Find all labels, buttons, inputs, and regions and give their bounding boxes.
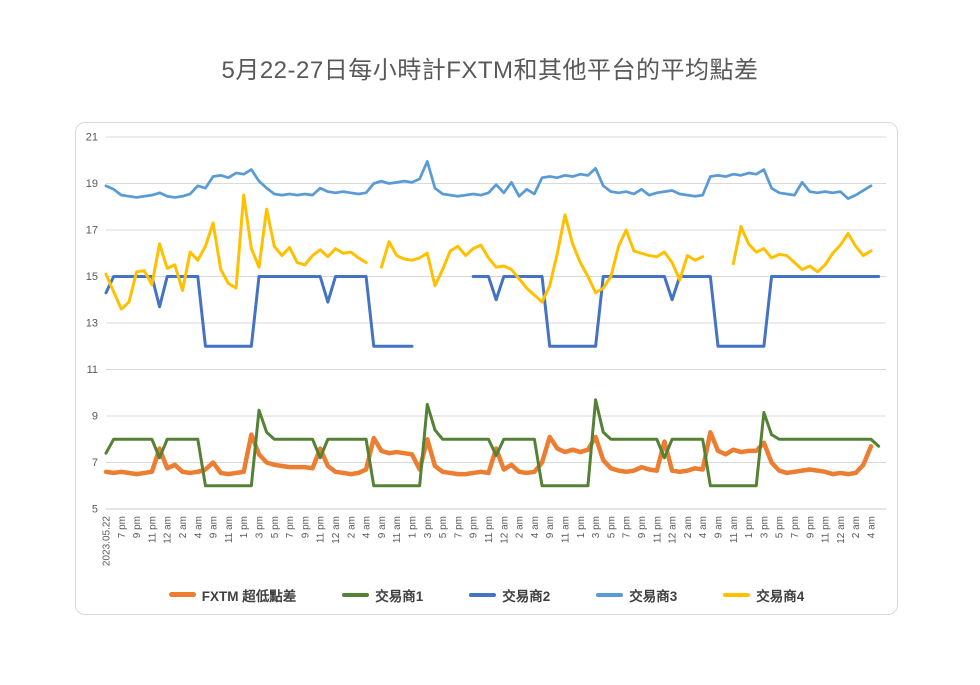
legend-item-broker1: 交易商1 [342, 585, 423, 605]
x-tick-label-12: 7 pm [285, 516, 296, 538]
x-tick-label-50: 4 am [867, 516, 878, 538]
x-tick-label-23: 7 pm [453, 516, 464, 538]
x-tick-label-11: 5 pm [270, 516, 281, 538]
x-tick-label-44: 5 pm [775, 516, 786, 538]
x-tick-label-8: 11 am [224, 516, 235, 543]
x-tick-label-41: 11 am [729, 516, 740, 543]
series-line-4 [379, 213, 705, 304]
x-tick-label-34: 7 pm [622, 516, 633, 538]
legend-label-fxtm: FXTM 超低點差 [201, 588, 297, 604]
y-tick-label-9: 9 [92, 411, 98, 423]
broker4-line-swatch [723, 592, 751, 597]
series-line-4 [731, 225, 873, 274]
chart-title: 5月22-27日每小時計FXTM和其他平台的平均點差 [221, 57, 759, 84]
x-tick-label-30: 11 am [561, 516, 572, 543]
broker3-line-swatch [596, 592, 624, 597]
y-tick-label-21: 21 [86, 132, 98, 144]
fxtm-line-swatch [168, 592, 196, 597]
x-tick-label-3: 11 pm [147, 516, 158, 543]
series-line-2 [104, 275, 414, 348]
legend-label-broker3: 交易商3 [629, 588, 678, 604]
x-tick-label-45: 7 pm [790, 516, 801, 538]
x-tick-label-33: 5 pm [606, 516, 617, 538]
x-tick-label-37: 12 am [668, 516, 679, 544]
x-tick-label-4: 12 am [163, 516, 174, 544]
x-tick-label-24: 9 pm [469, 516, 480, 538]
x-tick-label-1: 7 pm [117, 516, 128, 538]
x-tick-label-31: 1 pm [576, 516, 587, 538]
x-tick-label-35: 9 pm [637, 516, 648, 538]
x-tick-label-49: 2 am [851, 516, 862, 538]
legend-item-broker4: 交易商4 [723, 585, 804, 605]
x-tick-label-25: 11 pm [484, 516, 495, 543]
x-tick-label-13: 9 pm [300, 516, 311, 538]
broker2-line-swatch [469, 592, 497, 597]
x-tick-label-28: 4 am [530, 516, 541, 538]
x-tick-label-15: 12 am [331, 516, 342, 544]
x-tick-label-47: 11 pm [821, 516, 832, 543]
x-tick-label-38: 2 am [683, 516, 694, 538]
legend: FXTM 超低點差 交易商1 交易商2 交易商3 交易商4 [76, 575, 897, 614]
x-tick-label-29: 9 am [545, 516, 556, 538]
x-tick-label-40: 9 am [714, 516, 725, 538]
x-tick-label-19: 11 am [392, 516, 403, 543]
y-tick-label-11: 11 [87, 364, 98, 376]
legend-label-broker2: 交易商2 [502, 588, 551, 604]
y-tick-label-15: 15 [86, 271, 98, 283]
x-tick-label-27: 2 am [515, 516, 526, 538]
series-line-0 [103, 430, 874, 477]
legend-item-fxtm: FXTM 超低點差 [168, 585, 297, 605]
x-tick-label-20: 1 pm [408, 516, 419, 538]
x-tick-label-16: 2 am [346, 516, 357, 538]
x-tick-label-42: 1 pm [744, 516, 755, 538]
x-tick-label-39: 4 am [698, 516, 709, 538]
broker1-line-swatch [342, 592, 370, 597]
x-tick-label-10: 3 pm [255, 516, 266, 538]
x-tick-label-21: 3 pm [423, 516, 434, 538]
legend-item-broker2: 交易商2 [469, 585, 550, 605]
x-tick-label-46: 9 pm [805, 516, 816, 538]
x-tick-label-26: 12 am [499, 516, 510, 544]
x-tick-label-48: 12 am [836, 516, 847, 544]
series-line-3 [104, 160, 873, 200]
x-tick-label-43: 3 pm [759, 516, 770, 538]
x-tick-label-17: 4 am [362, 516, 373, 538]
x-tick-label-7: 9 am [209, 516, 220, 538]
series-line-4 [104, 193, 368, 311]
plot-area: 21 19 17 15 13 11 9 7 5 2023.05.22 7 pm 9 pm 11 pm 12… [86, 132, 886, 566]
x-tick-label-9: 1 pm [239, 516, 250, 538]
y-tick-label-19: 19 [86, 178, 98, 190]
x-tick-label-32: 3 pm [591, 516, 602, 538]
x-tick-label-5: 2 am [178, 516, 189, 538]
series-line-2 [471, 275, 881, 348]
series-line-1 [104, 398, 881, 488]
x-tick-label-14: 11 pm [316, 516, 327, 543]
y-tick-label-13: 13 [86, 318, 98, 330]
chart-card: 21 19 17 15 13 11 9 7 5 2023.05.22 7 pm 9 pm 11 pm 12… [75, 122, 898, 615]
x-tick-label-22: 5 pm [438, 516, 449, 538]
x-tick-label-2: 9 pm [132, 516, 143, 538]
x-tick-label-36: 11 pm [652, 516, 663, 543]
y-tick-label-17: 17 [86, 225, 98, 237]
x-tick-label-6: 4 am [193, 516, 204, 538]
legend-item-broker3: 交易商3 [596, 585, 677, 605]
legend-label-broker4: 交易商4 [756, 588, 805, 604]
y-tick-label-7: 7 [92, 457, 98, 469]
legend-label-broker1: 交易商1 [375, 588, 424, 604]
y-tick-label-5: 5 [92, 504, 98, 516]
x-tick-label-0: 2023.05.22 [102, 516, 113, 566]
x-tick-label-18: 9 am [377, 516, 388, 538]
